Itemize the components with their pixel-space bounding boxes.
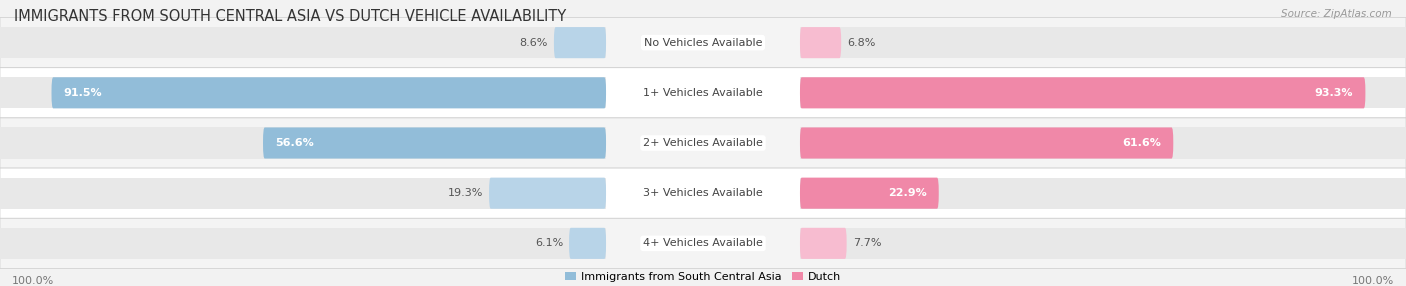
Text: 2+ Vehicles Available: 2+ Vehicles Available [643,138,763,148]
Text: 3+ Vehicles Available: 3+ Vehicles Available [643,188,763,198]
FancyBboxPatch shape [800,178,939,209]
Text: IMMIGRANTS FROM SOUTH CENTRAL ASIA VS DUTCH VEHICLE AVAILABILITY: IMMIGRANTS FROM SOUTH CENTRAL ASIA VS DU… [14,9,567,23]
FancyBboxPatch shape [569,228,606,259]
Text: 100.0%: 100.0% [1351,276,1393,286]
Text: 56.6%: 56.6% [276,138,314,148]
Bar [800,128,1406,158]
Text: 4+ Vehicles Available: 4+ Vehicles Available [643,238,763,248]
FancyBboxPatch shape [263,128,606,158]
Text: 100.0%: 100.0% [13,276,55,286]
Bar [0,178,606,209]
Text: No Vehicles Available: No Vehicles Available [644,38,762,48]
Bar [800,77,1406,108]
Text: 1+ Vehicles Available: 1+ Vehicles Available [643,88,763,98]
Text: 93.3%: 93.3% [1315,88,1354,98]
Bar [0,228,606,259]
FancyBboxPatch shape [800,128,1173,158]
Text: 6.8%: 6.8% [848,38,876,48]
FancyBboxPatch shape [0,17,1406,68]
Legend: Immigrants from South Central Asia, Dutch: Immigrants from South Central Asia, Dutc… [561,267,845,286]
Text: 61.6%: 61.6% [1122,138,1161,148]
Text: 22.9%: 22.9% [887,188,927,198]
Text: 91.5%: 91.5% [63,88,103,98]
FancyBboxPatch shape [52,77,606,108]
FancyBboxPatch shape [0,118,1406,168]
FancyBboxPatch shape [554,27,606,58]
Bar [0,128,606,158]
Bar [800,27,1406,58]
Text: 8.6%: 8.6% [519,38,548,48]
FancyBboxPatch shape [800,228,846,259]
Bar [800,178,1406,209]
FancyBboxPatch shape [0,168,1406,218]
Bar [0,77,606,108]
FancyBboxPatch shape [800,77,1365,108]
Text: 19.3%: 19.3% [447,188,484,198]
Text: Source: ZipAtlas.com: Source: ZipAtlas.com [1281,9,1392,19]
Text: 7.7%: 7.7% [852,238,882,248]
FancyBboxPatch shape [0,218,1406,269]
FancyBboxPatch shape [800,27,841,58]
Bar [800,228,1406,259]
FancyBboxPatch shape [489,178,606,209]
Bar [0,27,606,58]
FancyBboxPatch shape [0,68,1406,118]
Text: 6.1%: 6.1% [534,238,562,248]
